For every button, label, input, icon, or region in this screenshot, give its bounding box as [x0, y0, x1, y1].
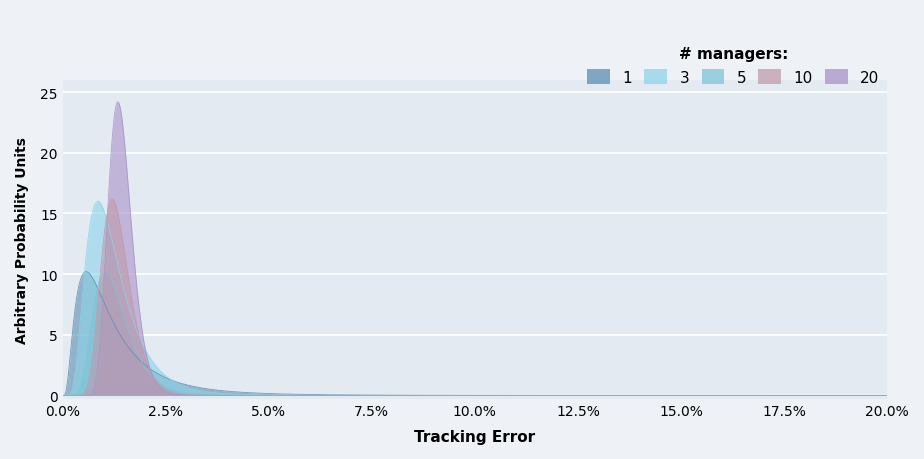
Legend: 1, 3, 5, 10, 20: 1, 3, 5, 10, 20 [588, 47, 880, 86]
X-axis label: Tracking Error: Tracking Error [414, 429, 535, 444]
Y-axis label: Arbitrary Probability Units: Arbitrary Probability Units [15, 137, 29, 343]
